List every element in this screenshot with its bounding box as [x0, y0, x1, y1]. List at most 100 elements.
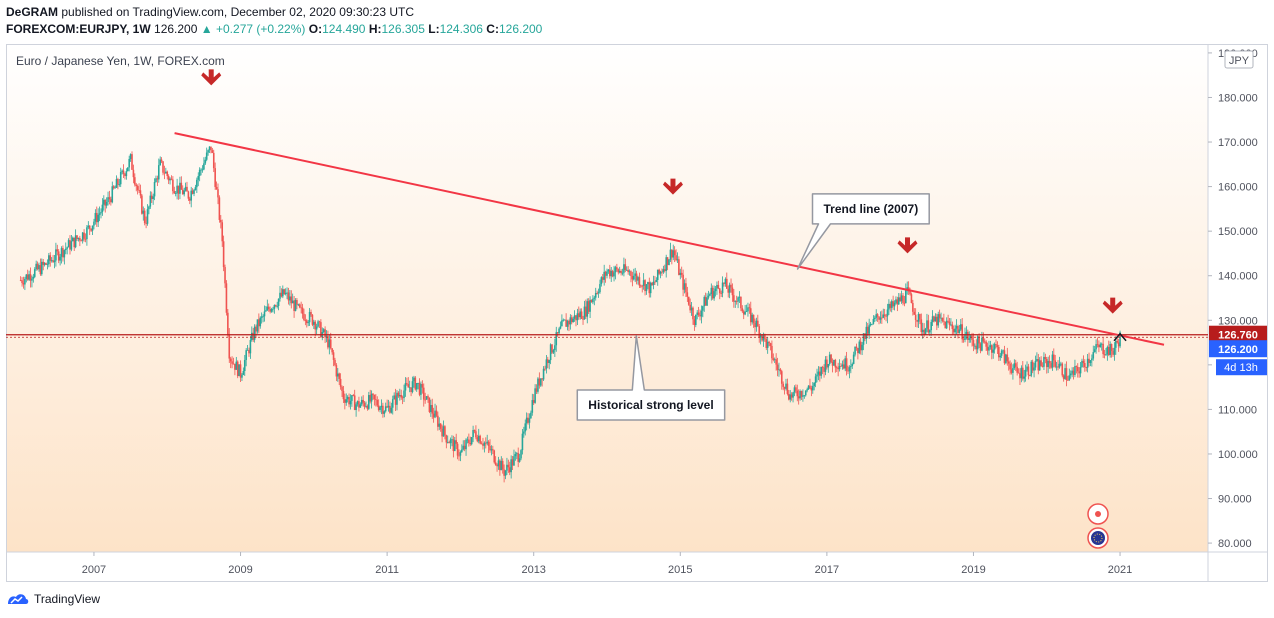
candle-body: [420, 384, 422, 395]
candle-body: [42, 261, 45, 265]
candle-body: [694, 314, 697, 326]
candle-body: [779, 369, 782, 372]
candle-body: [558, 328, 560, 334]
candle-body: [376, 399, 379, 406]
candle-body: [79, 237, 81, 241]
candle-body: [239, 364, 242, 378]
europe-flag-icon[interactable]: [1087, 527, 1109, 549]
candle-body: [36, 263, 39, 270]
candle-body: [38, 265, 40, 270]
candle-body: [678, 259, 680, 275]
candle-body: [22, 282, 25, 285]
candle-body: [656, 269, 659, 281]
candle-body: [833, 359, 835, 366]
candle-body: [797, 396, 800, 399]
candle-body: [1009, 363, 1011, 370]
candle-body: [246, 349, 249, 351]
candle-body: [83, 232, 85, 239]
candle-body: [858, 341, 861, 354]
candle-body: [788, 393, 790, 400]
candle-body: [465, 439, 467, 450]
countdown-badge: [1216, 359, 1267, 376]
tradingview-footer[interactable]: TradingView: [6, 592, 100, 606]
candle-body: [360, 399, 363, 405]
candle-body: [538, 378, 541, 386]
candle-body: [892, 301, 894, 307]
y-tick-label: 160.000: [1218, 182, 1258, 194]
candle-body: [896, 299, 899, 305]
candle-body: [484, 442, 487, 444]
candle-body: [1065, 368, 1068, 380]
candle-body: [1064, 368, 1066, 379]
tradingview-logo-icon: [8, 594, 29, 604]
time-axis[interactable]: 2007 2009 2011 2013 2015 2017 2019 2021: [82, 552, 1133, 576]
candle-body: [1103, 354, 1106, 355]
candle-body: [231, 361, 233, 364]
candle-body: [308, 311, 311, 323]
candle-body: [604, 271, 607, 276]
candle-body: [635, 273, 638, 281]
candle-body: [143, 210, 146, 224]
candle-body: [435, 410, 438, 416]
candle-body: [444, 426, 446, 436]
candle-body: [487, 441, 490, 446]
candle-body: [1060, 363, 1062, 365]
candle-body: [372, 393, 374, 395]
candle-body: [356, 401, 359, 405]
candle-body: [70, 241, 73, 250]
candle-body: [94, 212, 97, 222]
candle-body: [421, 384, 424, 388]
candle-body: [475, 431, 477, 438]
candle-body: [101, 204, 104, 212]
candle-body: [48, 255, 50, 265]
candle-body: [864, 333, 866, 339]
candle-body: [293, 300, 295, 311]
currency-badge[interactable]: JPY: [1224, 50, 1254, 69]
candle-body: [501, 460, 504, 470]
candle-body: [852, 354, 855, 364]
candle-body: [336, 373, 339, 377]
candle-body: [999, 355, 1002, 358]
candle-body: [621, 272, 624, 274]
candle-body: [287, 292, 290, 301]
candle-body: [785, 383, 787, 389]
candle-body: [900, 295, 903, 302]
candle-body: [33, 269, 36, 277]
candle-body: [267, 306, 270, 310]
candle-body: [530, 412, 532, 419]
candle-body: [417, 382, 419, 384]
candle-body: [876, 314, 879, 317]
candle-body: [741, 308, 744, 312]
candle-body: [531, 400, 534, 413]
candle-body: [204, 159, 207, 164]
price-axis[interactable]: 190.000180.000170.000160.000150.000140.0…: [1208, 48, 1267, 550]
candle-body: [886, 309, 889, 317]
candle-body: [197, 175, 200, 180]
candle-body: [711, 287, 714, 299]
candle-body: [318, 321, 321, 323]
candle-body: [948, 321, 951, 325]
candle-body: [105, 201, 108, 206]
candle-body: [191, 190, 194, 194]
candle-body: [126, 167, 129, 172]
candle-body: [845, 358, 848, 371]
candle-body: [913, 311, 916, 315]
author-name[interactable]: DeGRAM: [6, 5, 59, 19]
candle-body: [754, 322, 756, 328]
candle-body: [793, 387, 796, 393]
candle-body: [301, 307, 304, 314]
candle-body: [800, 391, 803, 397]
candle-body: [905, 290, 907, 304]
price-chart[interactable]: Euro / Japanese Yen, 1W, FOREX.com Trend…: [6, 44, 1268, 582]
candle-body: [792, 392, 794, 398]
candle-body: [86, 227, 88, 240]
candle-body: [1034, 360, 1037, 368]
candle-body: [235, 361, 238, 370]
alert-icon[interactable]: [1087, 503, 1109, 525]
candle-body: [145, 223, 147, 224]
candle-body: [307, 322, 309, 324]
candle-body: [513, 456, 515, 466]
candle-body: [215, 186, 218, 190]
candle-body: [1071, 370, 1073, 374]
candle-body: [67, 240, 70, 248]
